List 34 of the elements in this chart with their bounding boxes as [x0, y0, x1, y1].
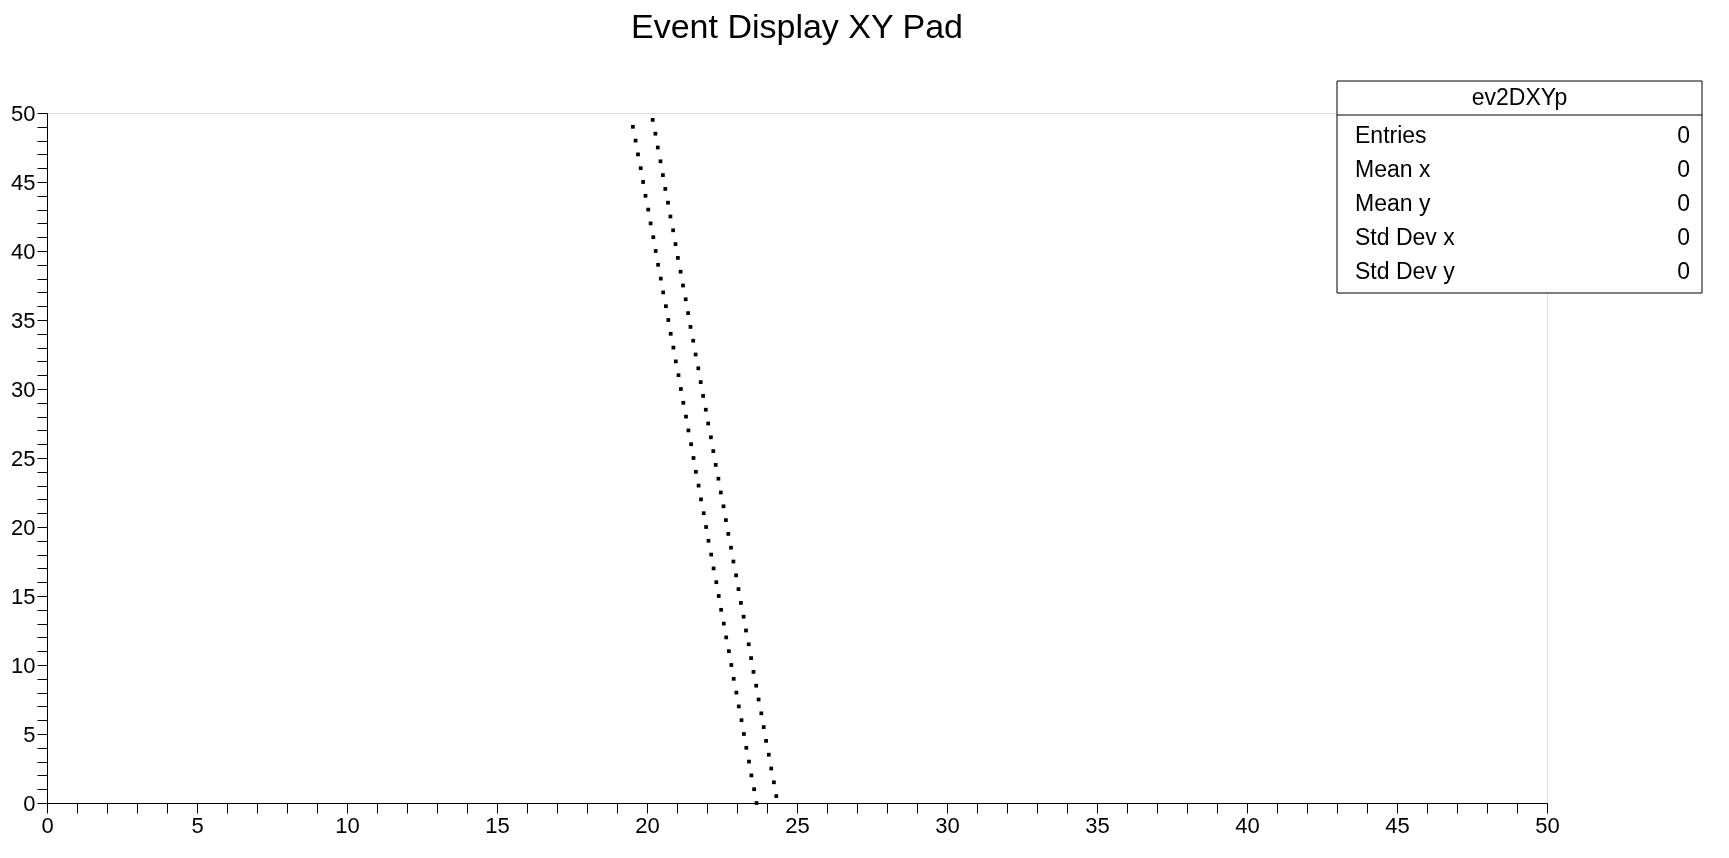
y-tick-label: 50	[11, 100, 36, 126]
text: 0	[1677, 122, 1690, 148]
annotation: Std Dev y	[1355, 258, 1456, 284]
y-tick-label: 10	[11, 652, 36, 678]
x-tick-label: 15	[485, 812, 510, 838]
text: 0	[1677, 156, 1690, 182]
y-tick-label: 0	[23, 790, 36, 816]
y-tick-label: 35	[11, 307, 36, 333]
annotation: Std Dev x	[1355, 224, 1456, 250]
x-tick-label: 10	[335, 812, 360, 838]
text: 0	[1677, 190, 1690, 216]
annotation: Entries	[1355, 122, 1427, 148]
y-tick-label: 5	[23, 721, 36, 747]
text: ev2DXYp	[1471, 84, 1568, 110]
y-tick-label: 25	[11, 445, 36, 471]
x-tick-label: 0	[41, 812, 54, 838]
x-tick-label: 45	[1385, 812, 1410, 838]
x-tick-label: 25	[785, 812, 810, 838]
x-tick-label: 30	[935, 812, 960, 838]
x-tick-label: 35	[1085, 812, 1110, 838]
y-tick-label: 30	[11, 376, 36, 402]
y-tick-label: 45	[11, 169, 36, 195]
x-tick-label: 50	[1535, 812, 1560, 838]
y-tick-label: 20	[11, 514, 36, 540]
chart-title: Event Display XY Pad	[631, 6, 963, 45]
y-tick-label: 15	[11, 583, 36, 609]
annotation: Mean x	[1355, 156, 1431, 182]
text: 0	[1677, 224, 1690, 250]
x-tick-label: 20	[635, 812, 660, 838]
annotation: Mean y	[1355, 190, 1431, 216]
x-tick-label: 5	[191, 812, 204, 838]
y-tick-label: 40	[11, 238, 36, 264]
text: 0	[1677, 258, 1690, 284]
x-tick-label: 40	[1235, 812, 1260, 838]
